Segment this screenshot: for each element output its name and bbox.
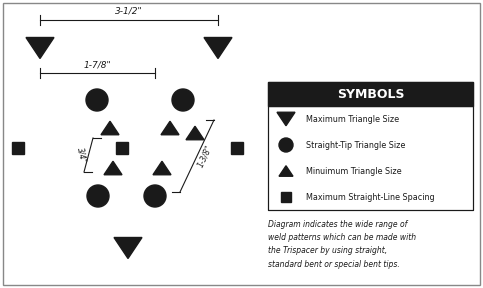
Circle shape <box>86 89 108 111</box>
Polygon shape <box>204 37 232 58</box>
Circle shape <box>172 89 194 111</box>
Polygon shape <box>186 126 204 140</box>
Text: Maximum Triangle Size: Maximum Triangle Size <box>306 115 399 124</box>
Bar <box>12 142 24 154</box>
Circle shape <box>144 185 166 207</box>
Polygon shape <box>161 121 179 135</box>
Polygon shape <box>277 112 295 126</box>
Polygon shape <box>153 161 171 175</box>
Bar <box>268 82 473 106</box>
Polygon shape <box>104 161 122 175</box>
Text: 3/4": 3/4" <box>75 146 87 164</box>
Polygon shape <box>279 166 293 176</box>
Polygon shape <box>101 121 119 135</box>
Text: Maximum Straight-Line Spacing: Maximum Straight-Line Spacing <box>306 192 435 202</box>
Text: Diagram indicates the wide range of
weld patterns which can be made with
the Tri: Diagram indicates the wide range of weld… <box>268 220 416 269</box>
Polygon shape <box>26 37 54 58</box>
Text: SYMBOLS: SYMBOLS <box>337 88 404 101</box>
Text: 1-7/8": 1-7/8" <box>84 60 111 69</box>
Bar <box>116 142 128 154</box>
Circle shape <box>279 138 293 152</box>
Bar <box>281 192 291 202</box>
Text: 1-3/8": 1-3/8" <box>196 143 214 168</box>
Circle shape <box>87 185 109 207</box>
Bar <box>268 82 473 210</box>
Text: Straight-Tip Triangle Size: Straight-Tip Triangle Size <box>306 141 405 149</box>
Bar <box>231 142 243 154</box>
Text: Minuimum Triangle Size: Minuimum Triangle Size <box>306 166 402 175</box>
Polygon shape <box>114 238 142 259</box>
Bar <box>268 106 473 210</box>
Text: 3-1/2": 3-1/2" <box>115 7 143 16</box>
